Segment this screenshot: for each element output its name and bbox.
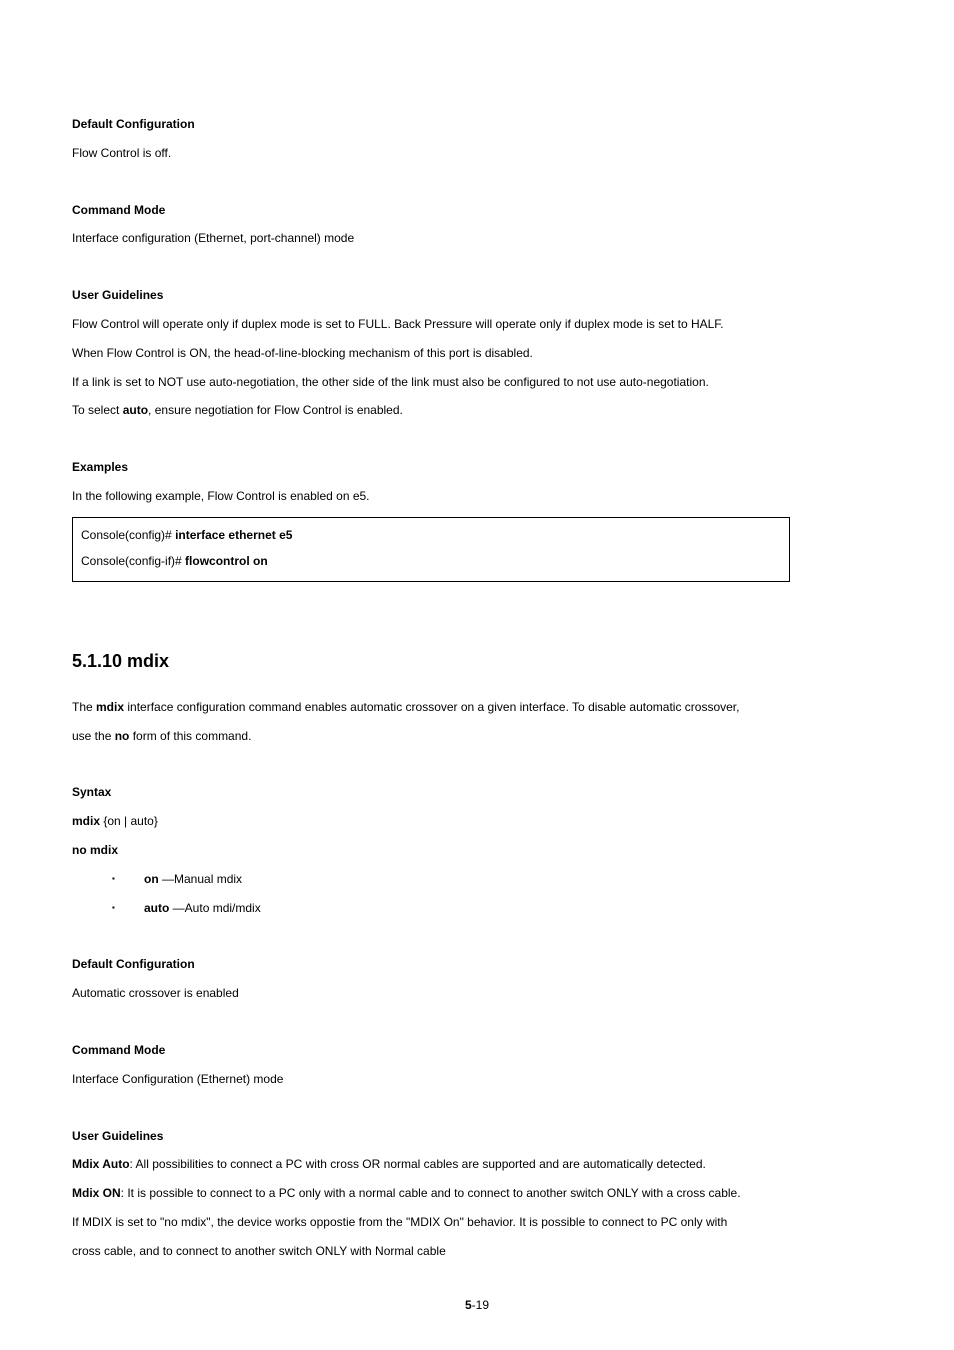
console-cmd-1: interface ethernet e5 bbox=[175, 528, 292, 542]
console-line-1: Console(config)# interface ethernet e5 bbox=[81, 522, 781, 548]
console-prompt-1: Console(config)# bbox=[81, 528, 175, 542]
syntax-line-1: mdix {on | auto} bbox=[72, 807, 882, 836]
guideline2-1: Mdix Auto: All possibilities to connect … bbox=[72, 1150, 882, 1179]
console-cmd-2: flowcontrol on bbox=[185, 554, 268, 568]
guideline-4: To select auto, ensure negotiation for F… bbox=[72, 396, 882, 425]
mdix-desc-bold1: mdix bbox=[96, 700, 124, 714]
page-number: 5-19 bbox=[0, 1291, 954, 1320]
guideline-4-post: , ensure negotiation for Flow Control is… bbox=[148, 403, 403, 417]
user-guidelines-heading: User Guidelines bbox=[72, 281, 882, 310]
example-intro: In the following example, Flow Control i… bbox=[72, 482, 882, 511]
guideline-2: When Flow Control is ON, the head-of-lin… bbox=[72, 339, 882, 368]
guideline2-2: Mdix ON: It is possible to connect to a … bbox=[72, 1179, 882, 1208]
mdix-desc-line2: use the no form of this command. bbox=[72, 722, 882, 751]
command-mode-heading: Command Mode bbox=[72, 196, 882, 225]
syntax-bullets: on —Manual mdix auto —Auto mdi/mdix bbox=[112, 865, 882, 923]
guideline-4-bold: auto bbox=[123, 403, 148, 417]
console-prompt-2: Console(config-if)# bbox=[81, 554, 185, 568]
user-guidelines-heading-2: User Guidelines bbox=[72, 1122, 882, 1151]
mdix-desc-post2: form of this command. bbox=[129, 729, 251, 743]
page-suffix: -19 bbox=[472, 1298, 489, 1312]
section-title-mdix: 5.1.10 mdix bbox=[72, 640, 882, 683]
syntax-line-2: no mdix bbox=[72, 836, 882, 865]
g2-1-text: : All possibilities to connect a PC with… bbox=[130, 1157, 706, 1171]
examples-heading: Examples bbox=[72, 453, 882, 482]
syntax-l1-bold: mdix bbox=[72, 814, 100, 828]
mdix-desc-pre1: The bbox=[72, 700, 96, 714]
bullet-auto-bold: auto bbox=[144, 901, 169, 915]
default-config-heading-2: Default Configuration bbox=[72, 950, 882, 979]
command-mode-text-2: Interface Configuration (Ethernet) mode bbox=[72, 1065, 882, 1094]
mdix-desc-bold2: no bbox=[115, 729, 130, 743]
bullet-on: on —Manual mdix bbox=[112, 865, 882, 894]
guideline-4-pre: To select bbox=[72, 403, 123, 417]
mdix-desc-line1: The mdix interface configuration command… bbox=[72, 693, 882, 722]
guideline-3: If a link is set to NOT use auto-negotia… bbox=[72, 368, 882, 397]
command-mode-text: Interface configuration (Ethernet, port-… bbox=[72, 224, 882, 253]
syntax-l1-rest: {on | auto} bbox=[100, 814, 158, 828]
syntax-heading: Syntax bbox=[72, 778, 882, 807]
bullet-auto: auto —Auto mdi/mdix bbox=[112, 894, 882, 923]
g2-2-bold: Mdix ON bbox=[72, 1186, 121, 1200]
console-box: Console(config)# interface ethernet e5 C… bbox=[72, 517, 790, 582]
command-mode-heading-2: Command Mode bbox=[72, 1036, 882, 1065]
mdix-desc-mid1: interface configuration command enables … bbox=[124, 700, 739, 714]
default-config-text: Flow Control is off. bbox=[72, 139, 882, 168]
guideline2-3a: If MDIX is set to "no mdix", the device … bbox=[72, 1208, 882, 1237]
page-prefix: 5 bbox=[465, 1298, 472, 1312]
guideline-1: Flow Control will operate only if duplex… bbox=[72, 310, 882, 339]
g2-1-bold: Mdix Auto bbox=[72, 1157, 130, 1171]
bullet-on-bold: on bbox=[144, 872, 159, 886]
default-config-heading: Default Configuration bbox=[72, 110, 882, 139]
console-line-2: Console(config-if)# flowcontrol on bbox=[81, 548, 781, 574]
guideline2-3b: cross cable, and to connect to another s… bbox=[72, 1237, 882, 1266]
g2-2-text: : It is possible to connect to a PC only… bbox=[121, 1186, 741, 1200]
bullet-auto-text: —Auto mdi/mdix bbox=[169, 901, 260, 915]
bullet-on-text: —Manual mdix bbox=[159, 872, 242, 886]
default-config-text-2: Automatic crossover is enabled bbox=[72, 979, 882, 1008]
mdix-desc-pre2: use the bbox=[72, 729, 115, 743]
